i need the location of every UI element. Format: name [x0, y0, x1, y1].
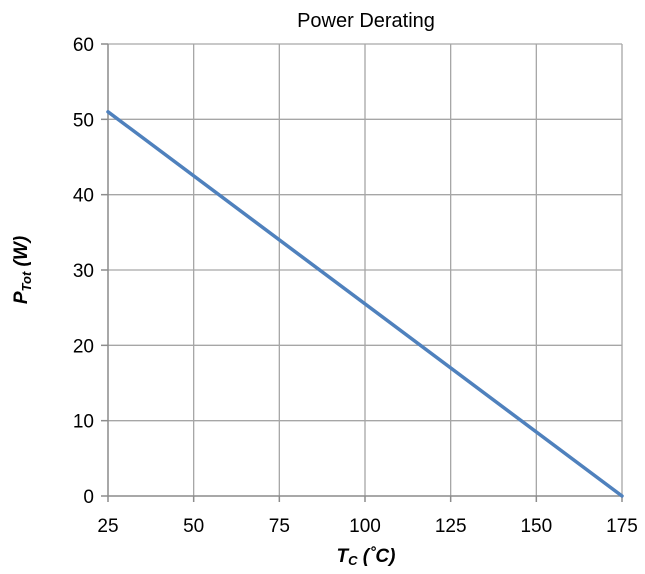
y-tick-label: 30 [73, 261, 94, 282]
y-tick-label: 10 [73, 412, 94, 433]
y-tick-label: 20 [73, 336, 94, 357]
grid-lines [108, 43, 623, 496]
x-tick-label: 125 [435, 516, 467, 537]
x-axis-label-subscript: C [348, 553, 358, 568]
y-axis-label-subscript: Tot [19, 271, 34, 291]
x-axis-label: TC (˚C) [337, 546, 396, 568]
x-axis-ticks: 25 50 75 100 125 150 175 [97, 516, 637, 537]
x-tick-label: 175 [606, 516, 638, 537]
x-tick-label: 25 [97, 516, 118, 537]
y-tick-label: 40 [73, 186, 94, 207]
x-tick-label: 75 [269, 516, 290, 537]
y-axis-label-main: P [11, 291, 32, 304]
y-axis-label-unit: (W) [11, 236, 32, 272]
y-tick-label: 60 [73, 35, 94, 56]
x-axis-label-unit: (˚C) [358, 546, 396, 567]
axes [101, 43, 623, 502]
series-layer [106, 110, 624, 498]
y-tick-label: 0 [83, 487, 94, 508]
chart-title: Power Derating [297, 10, 435, 32]
y-axis-ticks: 0 10 20 30 40 50 60 [73, 35, 94, 508]
x-axis-label-main: T [337, 546, 350, 567]
x-tick-label: 150 [520, 516, 552, 537]
y-axis-label: PTot (W) [11, 236, 34, 304]
x-tick-label: 100 [349, 516, 381, 537]
series-line [106, 110, 624, 498]
x-tick-label: 50 [183, 516, 204, 537]
y-tick-label: 50 [73, 110, 94, 131]
